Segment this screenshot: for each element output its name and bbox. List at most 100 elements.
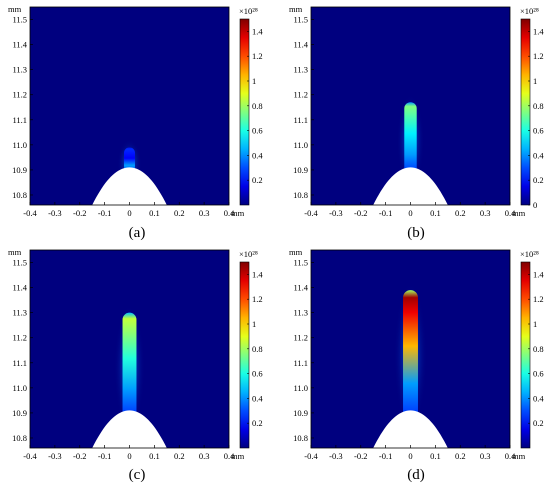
- colorbar-tick-label: 0.4: [533, 393, 544, 403]
- x-tick-label: -0.4: [304, 208, 318, 218]
- y-tick-label: 10.8: [12, 433, 27, 443]
- y-tick-label: 11.1: [12, 358, 27, 368]
- y-tick-label: 11.3: [12, 308, 27, 318]
- x-tick-label: -0.1: [98, 208, 111, 218]
- y-tick-label: 11.5: [293, 15, 308, 25]
- y-tick-label: 11.2: [12, 90, 27, 100]
- x-tick-label: 0.2: [455, 208, 466, 218]
- colorbar-tick-label: 0.2: [533, 175, 544, 185]
- colorbar-tick-label: 1: [252, 319, 256, 329]
- x-tick-label: 0.3: [480, 451, 491, 461]
- x-tick-label: 0.3: [480, 208, 491, 218]
- colorbar-tick-label: 1: [252, 76, 256, 86]
- x-unit-label: mm: [231, 208, 245, 218]
- x-tick-label: 0.3: [199, 451, 210, 461]
- x-tick-label: -0.1: [379, 208, 392, 218]
- plot-area: [373, 94, 448, 205]
- panel-b: -0.4 -0.3 -0.2 -0.1 0 0.1 0.2 0.3 0.4mm10.810.91…: [289, 4, 544, 241]
- x-tick-label: -0.1: [98, 451, 111, 461]
- plot-area: [92, 304, 167, 448]
- panel-d: -0.4 -0.3 -0.2 -0.1 0 0.1 0.2 0.3 0.4mm10.810.91…: [289, 247, 544, 483]
- x-tick-label: -0.4: [23, 208, 37, 218]
- colorbar-tick-label: 1.4: [252, 269, 263, 279]
- y-tick-label: 10.8: [293, 190, 308, 200]
- colorbar-tick-label: 1.2: [533, 294, 544, 304]
- colorbar-tick-label: 0: [533, 200, 537, 210]
- x-tick-label: -0.4: [23, 451, 37, 461]
- x-tick-label: -0.3: [48, 208, 61, 218]
- y-unit-label: mm: [289, 247, 303, 257]
- x-unit-label: mm: [512, 451, 526, 461]
- colorbar-tick-label: 0.2: [252, 418, 263, 428]
- x-tick-label: -0.2: [354, 208, 367, 218]
- colorbar-tick-label: 1.4: [533, 26, 544, 36]
- y-tick-label: 10.9: [12, 165, 27, 175]
- x-tick-label: 0.1: [430, 451, 441, 461]
- x-tick-label: -0.3: [329, 208, 342, 218]
- y-tick-label: 11.2: [293, 333, 308, 343]
- x-tick-label: -0.4: [304, 451, 318, 461]
- plume: [124, 147, 135, 172]
- y-tick-label: 11.0: [293, 383, 308, 393]
- x-unit-label: mm: [231, 451, 245, 461]
- colorbar: [239, 261, 250, 449]
- colorbar-tick-label: 0.4: [252, 150, 263, 160]
- y-tick-label: 11.5: [293, 258, 308, 268]
- electrode-tip: [373, 410, 448, 448]
- x-unit-label: mm: [512, 208, 526, 218]
- x-tick-label: 0: [408, 451, 412, 461]
- colorbar-tick-label: 0.6: [533, 369, 544, 379]
- colorbar-tick-label: 0.4: [252, 393, 263, 403]
- colorbar-tick-label: 0.8: [252, 344, 263, 354]
- y-tick-label: 10.8: [12, 190, 27, 200]
- y-unit-label: mm: [8, 4, 22, 14]
- colorbar-tick-label: 0.2: [533, 418, 544, 428]
- y-tick-label: 11.2: [293, 90, 308, 100]
- y-tick-label: 11.4: [293, 40, 308, 50]
- electrode-tip: [92, 167, 167, 205]
- x-tick-label: -0.3: [329, 451, 342, 461]
- y-tick-label: 11.1: [293, 115, 308, 125]
- colorbar-tick-label: 0.2: [252, 175, 263, 185]
- y-tick-label: 10.9: [12, 408, 27, 418]
- colorbar-tick-label: 0.8: [252, 101, 263, 111]
- plume: [404, 102, 417, 172]
- x-tick-label: 0.1: [430, 208, 441, 218]
- y-tick-label: 11.5: [12, 15, 27, 25]
- colorbar-tick-label: 0.6: [252, 126, 263, 136]
- y-tick-label: 11.1: [293, 358, 308, 368]
- y-unit-label: mm: [289, 4, 303, 14]
- y-tick-label: 11.3: [12, 65, 27, 75]
- colorbar-tick-label: 0.6: [533, 126, 544, 136]
- y-tick-label: 11.0: [12, 383, 27, 393]
- electrode-tip: [373, 167, 448, 205]
- x-tick-label: -0.2: [354, 451, 367, 461]
- colorbar-tick-label: 1: [533, 76, 537, 86]
- y-tick-label: 11.2: [12, 333, 27, 343]
- colorbar-multiplier: ×10²⁸: [520, 6, 539, 16]
- x-tick-label: 0.4: [224, 208, 235, 218]
- x-tick-label: 0.2: [455, 451, 466, 461]
- panel-label: (c): [129, 467, 146, 483]
- colorbar: [239, 18, 250, 206]
- colorbar: [520, 261, 531, 449]
- panel-label: (b): [407, 225, 425, 241]
- panel-label: (d): [407, 467, 425, 483]
- x-tick-label: 0.4: [505, 451, 516, 461]
- y-tick-label: 11.3: [293, 308, 308, 318]
- plot-area: [373, 282, 448, 448]
- x-tick-label: 0.2: [174, 208, 185, 218]
- colorbar-tick-label: 0.4: [533, 150, 544, 160]
- y-tick-label: 10.9: [293, 408, 308, 418]
- x-tick-label: 0.3: [199, 208, 210, 218]
- plume: [403, 290, 418, 415]
- colorbar: [520, 18, 531, 206]
- x-tick-label: -0.2: [73, 208, 86, 218]
- colorbar-tick-label: 0.6: [252, 369, 263, 379]
- x-tick-label: 0.4: [505, 208, 516, 218]
- panel-c: -0.4 -0.3 -0.2 -0.1 0 0.1 0.2 0.3 0.4mm10.810.91…: [8, 247, 263, 483]
- x-tick-label: 0.4: [224, 451, 235, 461]
- colorbar-tick-label: 1.4: [533, 269, 544, 279]
- x-tick-label: -0.3: [48, 451, 61, 461]
- plume: [122, 312, 137, 415]
